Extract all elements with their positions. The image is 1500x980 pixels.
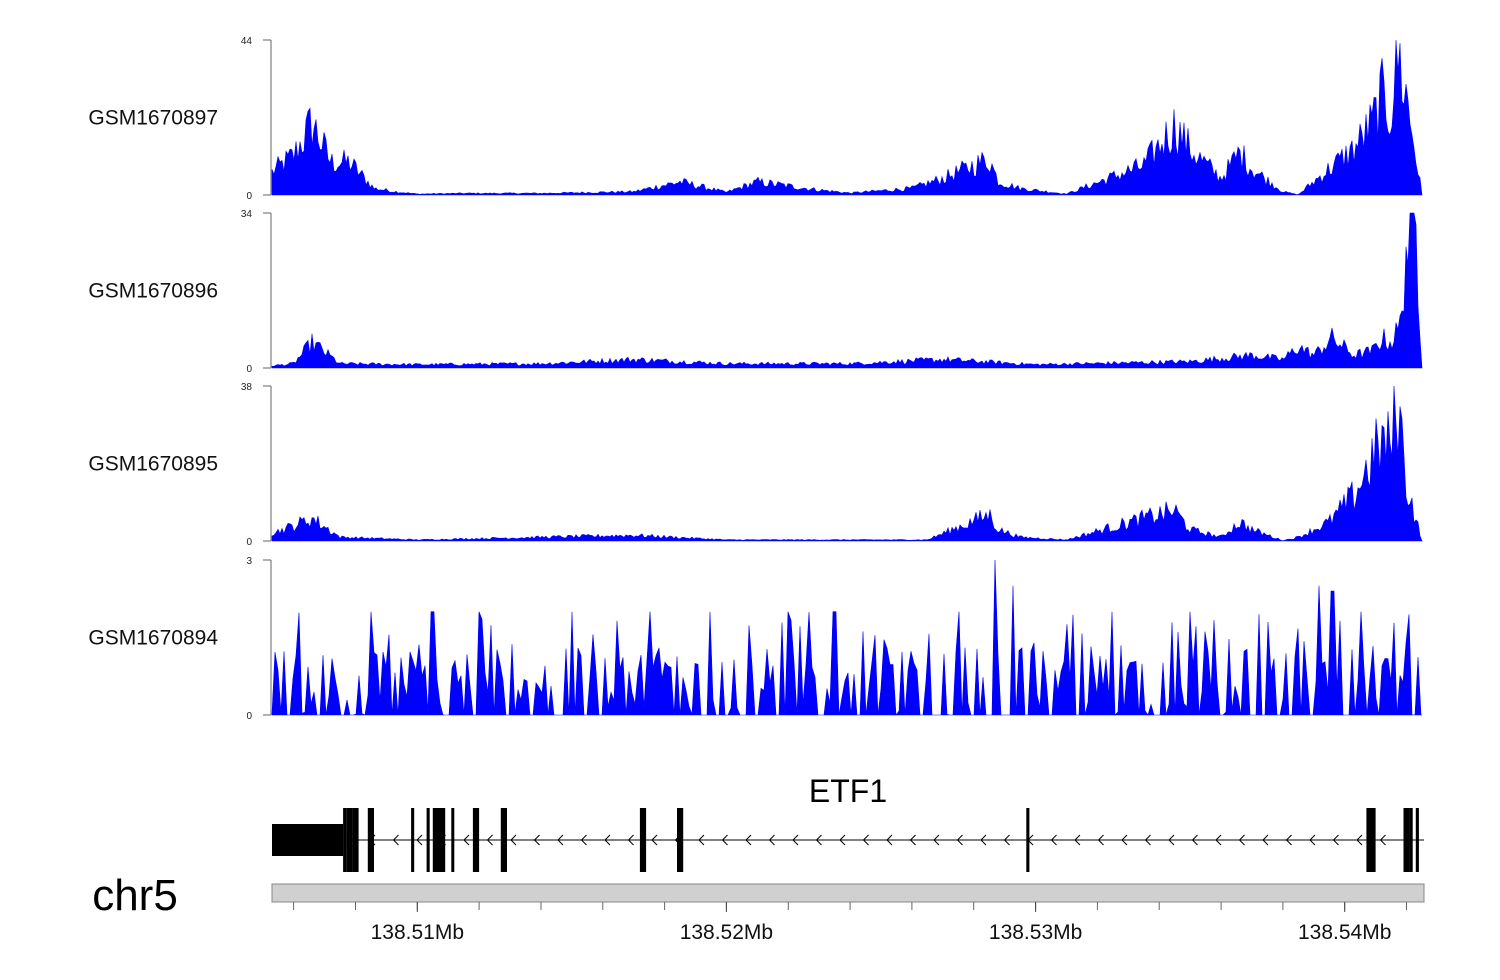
strand-arrow xyxy=(1332,834,1339,846)
strand-arrow xyxy=(862,834,869,846)
exon xyxy=(677,808,684,872)
track-GSM1670894: GSM1670894 3 0 xyxy=(88,556,1422,722)
exon xyxy=(411,808,415,872)
coverage-area-GSM1670894 xyxy=(271,559,1422,716)
x-tick-label: 138.53Mb xyxy=(989,921,1082,944)
strand-arrow xyxy=(510,834,517,846)
track-label: GSM1670897 xyxy=(88,107,218,130)
strand-arrow xyxy=(1191,834,1198,846)
track-GSM1670896: GSM1670896 34 0 xyxy=(88,209,1423,375)
strand-arrow xyxy=(580,834,587,846)
exon xyxy=(426,808,430,872)
strand-arrow xyxy=(698,834,705,846)
strand-arrow xyxy=(980,834,987,846)
strand-arrow xyxy=(1309,834,1316,846)
exon xyxy=(1026,808,1030,872)
gene-track: ETF1 xyxy=(272,773,1424,872)
y-tick-label-min: 0 xyxy=(246,711,252,722)
strand-arrow xyxy=(627,834,634,846)
y-tick-label-max: 34 xyxy=(241,209,253,220)
strand-arrow xyxy=(792,834,799,846)
coverage-tracks: GSM1670897440GSM1670896340GSM1670895380G… xyxy=(88,36,1423,722)
strand-arrow xyxy=(1003,834,1010,846)
y-tick-label-max: 3 xyxy=(246,556,252,567)
strand-arrow xyxy=(1356,834,1363,846)
strand-arrow xyxy=(416,834,423,846)
exon xyxy=(1369,808,1376,872)
strand-arrow xyxy=(1097,834,1104,846)
strand-arrow xyxy=(1238,834,1245,846)
exon xyxy=(343,808,347,872)
strand-arrow xyxy=(1121,834,1128,846)
strand-arrow xyxy=(651,834,658,846)
coverage-area-GSM1670895 xyxy=(271,385,1423,542)
y-tick-label-max: 44 xyxy=(241,36,253,47)
y-tick-label-min: 0 xyxy=(246,364,252,375)
strand-arrow xyxy=(815,834,822,846)
coverage-area-GSM1670896 xyxy=(271,212,1423,369)
coverage-area-GSM1670897 xyxy=(271,39,1423,196)
exon xyxy=(367,808,374,872)
exon xyxy=(500,808,507,872)
y-tick-label-min: 0 xyxy=(246,191,252,202)
exon xyxy=(352,808,359,872)
strand-arrow xyxy=(1285,834,1292,846)
x-tick-label: 138.51Mb xyxy=(371,921,464,944)
x-tick-label: 138.54Mb xyxy=(1298,921,1391,944)
strand-arrow xyxy=(1050,834,1057,846)
exon xyxy=(1403,808,1410,872)
genome-axis: chr5 138.51Mb 138.52Mb 138.53Mb 138.54Mb xyxy=(92,871,1425,944)
x-tick-label: 138.52Mb xyxy=(680,921,773,944)
strand-arrow xyxy=(909,834,916,846)
gene-name-label: ETF1 xyxy=(809,773,887,809)
strand-arrow xyxy=(1215,834,1222,846)
strand-arrow xyxy=(533,834,540,846)
strand-arrow xyxy=(745,834,752,846)
exon xyxy=(1415,808,1419,872)
strand-arrow xyxy=(392,834,399,846)
exon xyxy=(272,824,344,856)
track-label: GSM1670896 xyxy=(88,280,218,303)
strand-arrow xyxy=(1262,834,1269,846)
track-label: GSM1670894 xyxy=(88,627,218,650)
exon xyxy=(346,808,353,872)
track-label: GSM1670895 xyxy=(88,453,218,476)
y-tick-label-min: 0 xyxy=(246,537,252,548)
strand-arrow xyxy=(886,834,893,846)
exon xyxy=(639,808,647,872)
x-axis-ticks: 138.51Mb 138.52Mb 138.53Mb 138.54Mb xyxy=(293,902,1407,944)
strand-arrow xyxy=(604,834,611,846)
strand-arrow xyxy=(721,834,728,846)
strand-arrow xyxy=(839,834,846,846)
track-GSM1670897: GSM1670897 44 0 xyxy=(88,36,1423,202)
strand-arrow xyxy=(933,834,940,846)
strand-arrow xyxy=(956,834,963,846)
strand-arrow xyxy=(1074,834,1081,846)
strand-arrow xyxy=(486,834,493,846)
strand-arrow xyxy=(463,834,470,846)
strand-arrow xyxy=(557,834,564,846)
chromosome-label: chr5 xyxy=(92,871,178,920)
exon xyxy=(472,808,480,872)
strand-arrow xyxy=(1144,834,1151,846)
track-GSM1670895: GSM1670895 38 0 xyxy=(88,382,1423,548)
gene-exons xyxy=(272,808,1419,872)
y-tick-label-max: 38 xyxy=(241,382,253,393)
chromosome-ideogram-bar xyxy=(271,883,1425,903)
exon xyxy=(1366,808,1370,872)
exon xyxy=(1409,808,1413,872)
exon xyxy=(432,808,446,872)
strand-arrow xyxy=(768,834,775,846)
exon xyxy=(451,808,455,872)
strand-arrow xyxy=(1379,834,1386,846)
strand-arrow xyxy=(1168,834,1175,846)
